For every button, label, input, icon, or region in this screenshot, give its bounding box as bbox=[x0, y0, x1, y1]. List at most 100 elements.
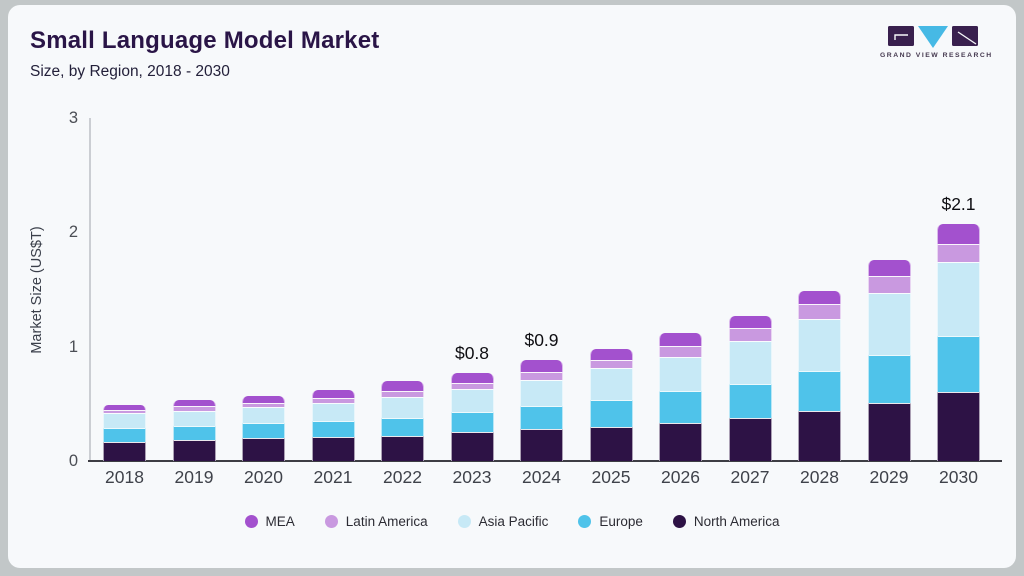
bar-2020-north-america bbox=[242, 438, 285, 461]
bar-2028-latin-america bbox=[798, 304, 841, 320]
x-tick-2028: 2028 bbox=[800, 467, 839, 487]
x-tick-2023: 2023 bbox=[452, 467, 492, 487]
y-tick-2: 2 bbox=[68, 223, 78, 242]
bar-2018-asia-pacific bbox=[103, 413, 146, 428]
chart-card: Small Language Model Market Size, by Reg… bbox=[8, 5, 1016, 568]
bar-2027-europe bbox=[728, 384, 772, 418]
bar-2018-europe bbox=[103, 427, 146, 442]
bar-2024-europe bbox=[520, 406, 563, 429]
bar-2029-north-america bbox=[867, 402, 911, 461]
bar-2020-europe bbox=[242, 423, 285, 439]
bar-2018-mea bbox=[103, 405, 146, 410]
bar-2027-north-america bbox=[728, 417, 772, 461]
bar-2030-asia-pacific bbox=[937, 262, 980, 337]
legend-item-europe: Europe bbox=[578, 514, 643, 529]
legend-dot-mea bbox=[244, 515, 258, 528]
bar-2028-asia-pacific bbox=[798, 319, 841, 371]
bar-2030-north-america bbox=[937, 392, 980, 461]
bar-2021 bbox=[311, 390, 355, 461]
legend-label: Asia Pacific bbox=[478, 514, 549, 529]
brand-logo: GRAND VIEW RESEARCH bbox=[880, 25, 992, 59]
bar-2024: $0.9 bbox=[520, 330, 563, 461]
bar-2023-north-america bbox=[450, 432, 494, 461]
x-tick-2029: 2029 bbox=[869, 467, 909, 487]
legend-dot-latin-america bbox=[324, 515, 338, 528]
bar-2025-mea bbox=[589, 349, 633, 361]
bar-2021-europe bbox=[311, 421, 355, 437]
bar-2029 bbox=[867, 259, 911, 461]
x-tick-2030: 2030 bbox=[939, 467, 978, 487]
bar-2028-mea bbox=[798, 290, 841, 305]
bar-2029-mea bbox=[867, 259, 911, 276]
bar-2020-asia-pacific bbox=[242, 407, 285, 424]
x-tick-2018: 2018 bbox=[105, 467, 144, 487]
bar-2020-latin-america bbox=[242, 402, 285, 408]
bar-2021-mea bbox=[311, 390, 355, 399]
y-tick-0: 0 bbox=[68, 452, 78, 470]
bar-2022-europe bbox=[381, 417, 424, 436]
value-label-2030: $2.1 bbox=[941, 194, 976, 215]
brand-name: GRAND VIEW RESEARCH bbox=[880, 52, 993, 59]
y-tick-3: 3 bbox=[68, 109, 78, 127]
bar-2030-latin-america bbox=[937, 243, 980, 263]
bar-2019 bbox=[172, 400, 216, 461]
bar-2020 bbox=[242, 395, 285, 461]
value-label-2024: $0.9 bbox=[524, 330, 559, 351]
x-tick-2019: 2019 bbox=[174, 467, 214, 487]
legend-item-north-america: North America bbox=[672, 514, 780, 529]
bar-2027 bbox=[728, 315, 772, 461]
bar-2026-north-america bbox=[659, 423, 702, 461]
bar-2026-europe bbox=[659, 391, 702, 424]
y-tick-1: 1 bbox=[68, 337, 78, 356]
bar-2025-north-america bbox=[589, 426, 633, 461]
bar-2022 bbox=[381, 381, 424, 461]
bar-2022-north-america bbox=[381, 435, 424, 461]
bar-2018-latin-america bbox=[103, 409, 146, 413]
x-tick-2025: 2025 bbox=[591, 467, 631, 487]
bar-2028-europe bbox=[798, 370, 841, 411]
value-label-2023: $0.8 bbox=[454, 343, 490, 363]
bar-2030-mea bbox=[937, 224, 980, 244]
bar-2023: $0.8 bbox=[450, 343, 494, 461]
x-tick-2027: 2027 bbox=[730, 467, 770, 487]
page-subtitle: Size, by Region, 2018 - 2030 bbox=[30, 63, 230, 80]
bar-2027-asia-pacific bbox=[728, 340, 772, 385]
chart-legend: MEA Latin America Asia Pacific Europe North … bbox=[8, 514, 1016, 529]
bar-2026-asia-pacific bbox=[659, 356, 702, 392]
bar-2021-north-america bbox=[311, 437, 355, 461]
legend-label: North America bbox=[693, 514, 780, 529]
bar-2023-mea bbox=[450, 373, 494, 384]
legend-dot-asia-pacific bbox=[457, 515, 471, 528]
x-tick-2022: 2022 bbox=[383, 467, 422, 487]
bar-2019-mea bbox=[172, 400, 216, 407]
bar-2029-europe bbox=[867, 354, 911, 403]
bar-2019-asia-pacific bbox=[172, 410, 216, 426]
bar-2020-mea bbox=[242, 395, 285, 403]
legend-dot-north-america bbox=[672, 515, 686, 528]
legend-dot-europe bbox=[578, 515, 592, 528]
x-tick-2021: 2021 bbox=[313, 467, 353, 487]
bar-2018-north-america bbox=[103, 441, 146, 461]
bar-2026 bbox=[659, 333, 702, 461]
bar-2026-latin-america bbox=[659, 345, 702, 357]
bar-2019-europe bbox=[172, 425, 216, 441]
bar-2030: $2.1 bbox=[937, 194, 980, 461]
legend-item-mea: MEA bbox=[244, 514, 295, 529]
bar-2025-latin-america bbox=[589, 360, 633, 369]
bar-2023-asia-pacific bbox=[450, 388, 494, 412]
x-axis-line bbox=[88, 460, 1002, 462]
legend-label: Europe bbox=[599, 514, 643, 529]
legend-item-latin-america: Latin America bbox=[324, 514, 428, 529]
bar-2024-north-america bbox=[520, 429, 563, 461]
bar-2028 bbox=[798, 290, 841, 461]
bar-2030-europe bbox=[937, 336, 980, 393]
bar-2018 bbox=[103, 405, 146, 461]
bar-2021-latin-america bbox=[311, 398, 355, 403]
legend-label: Latin America bbox=[345, 514, 428, 529]
bar-2028-north-america bbox=[798, 410, 841, 461]
legend-label: MEA bbox=[265, 514, 295, 529]
bar-2021-asia-pacific bbox=[311, 402, 355, 421]
x-tick-2026: 2026 bbox=[661, 467, 700, 487]
bar-2023-latin-america bbox=[450, 383, 494, 389]
bar-2025-europe bbox=[589, 400, 633, 427]
